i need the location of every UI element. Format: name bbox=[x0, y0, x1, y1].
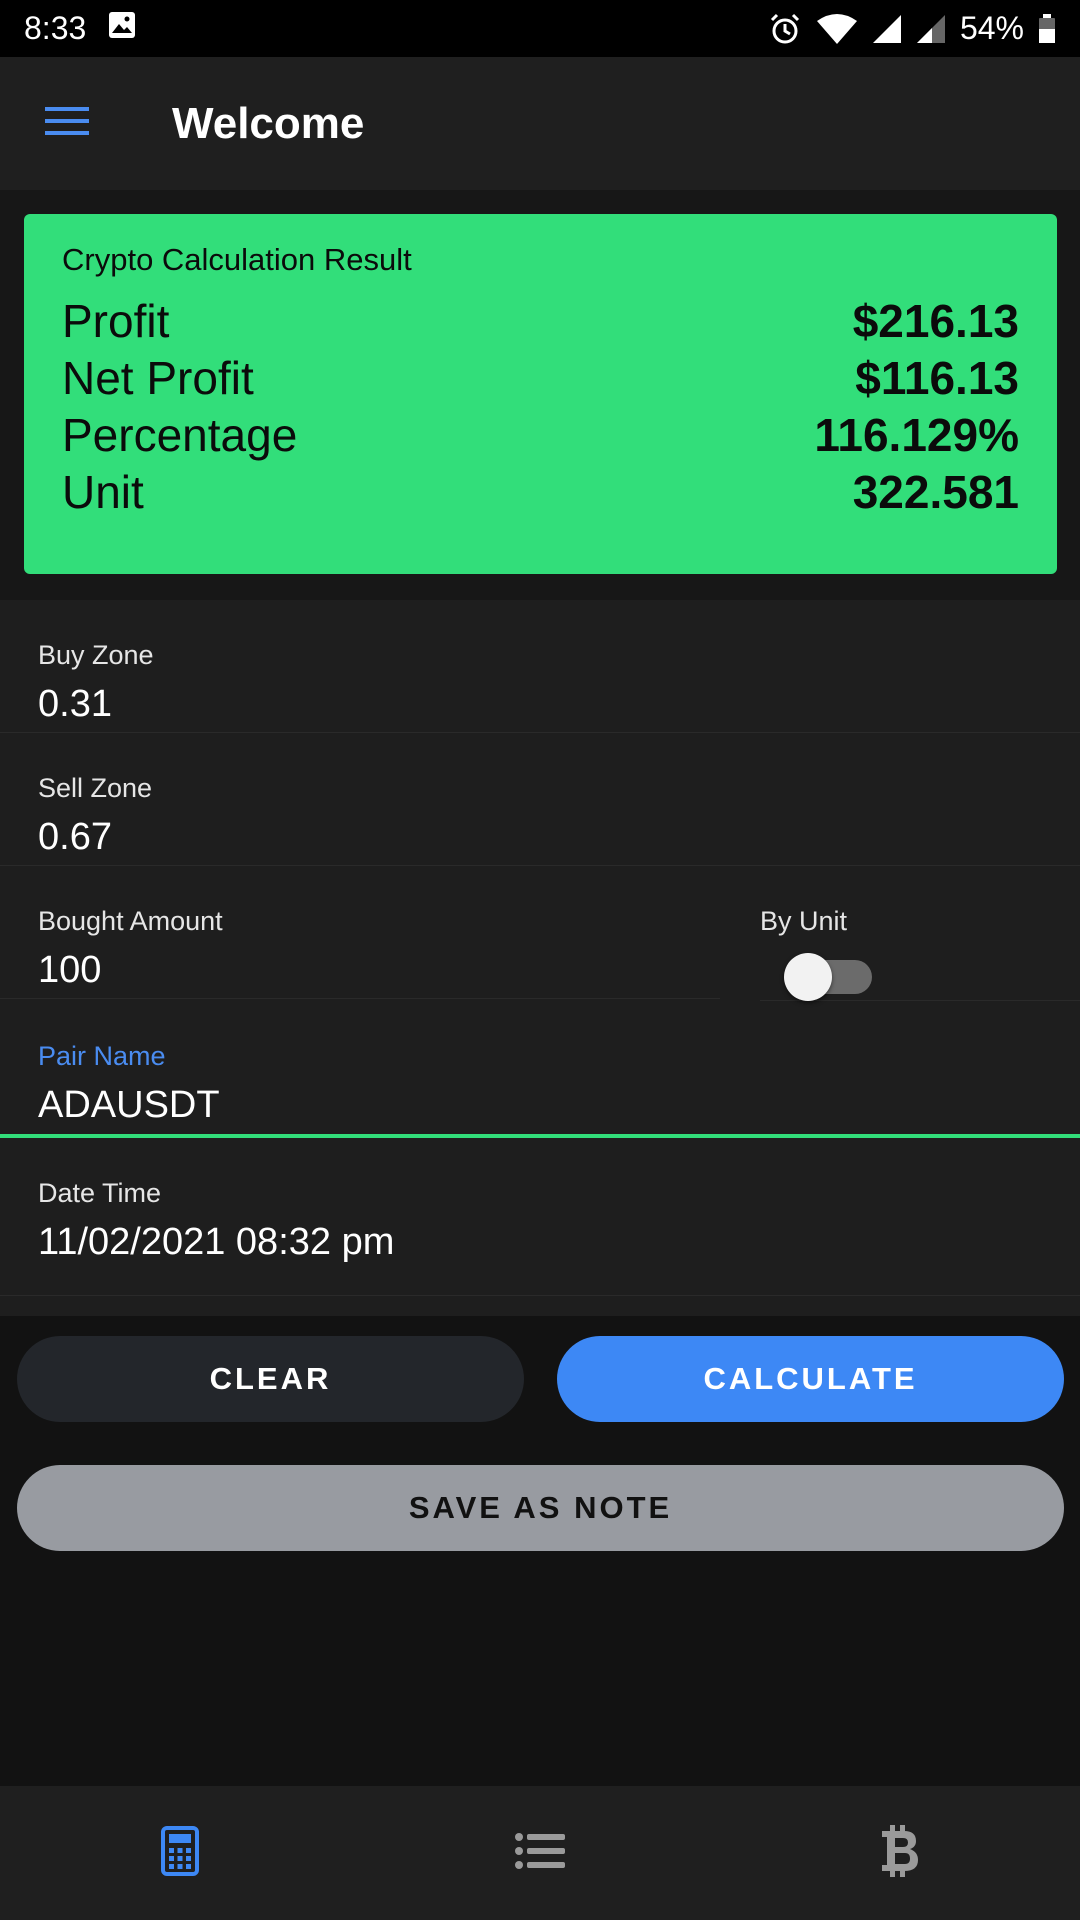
page-title: Welcome bbox=[172, 98, 365, 148]
buy-zone-input[interactable]: 0.31 bbox=[38, 683, 112, 725]
sell-zone-input[interactable]: 0.67 bbox=[38, 816, 112, 858]
sell-zone-field[interactable]: Sell Zone 0.67 bbox=[0, 733, 1080, 866]
result-label: Net Profit bbox=[62, 351, 254, 404]
result-value: 116.129% bbox=[814, 408, 1019, 461]
result-value: 322.581 bbox=[852, 465, 1019, 518]
toggle-knob bbox=[784, 953, 832, 1001]
action-area: CLEAR CALCULATE SAVE AS NOTE bbox=[0, 1316, 1080, 1786]
nav-notes-list[interactable] bbox=[360, 1786, 720, 1920]
result-value: $116.13 bbox=[855, 351, 1019, 404]
result-label: Profit bbox=[62, 294, 170, 347]
calculator-icon bbox=[161, 1825, 199, 1881]
result-label: Percentage bbox=[62, 408, 298, 461]
date-time-field[interactable]: Date Time 11/02/2021 08:32 pm bbox=[0, 1138, 1080, 1296]
result-row-profit: Profit $216.13 bbox=[62, 292, 1019, 349]
result-value: $216.13 bbox=[852, 294, 1019, 347]
alarm-icon bbox=[768, 12, 802, 46]
by-unit-control: By Unit bbox=[760, 866, 1080, 1001]
result-row-net-profit: Net Profit $116.13 bbox=[62, 349, 1019, 406]
date-time-label: Date Time bbox=[38, 1178, 162, 1208]
signal-weak-icon bbox=[916, 14, 946, 44]
app-bar: Welcome bbox=[0, 57, 1080, 190]
by-unit-toggle[interactable] bbox=[784, 953, 872, 1001]
pair-name-label: Pair Name bbox=[38, 1041, 166, 1071]
bought-amount-label: Bought Amount bbox=[38, 906, 223, 936]
result-card: Crypto Calculation Result Profit $216.13… bbox=[24, 214, 1057, 574]
bitcoin-icon bbox=[880, 1824, 920, 1882]
calculator-form: Buy Zone 0.31 Sell Zone 0.67 Bought Amou… bbox=[0, 600, 1080, 1316]
save-as-note-button[interactable]: SAVE AS NOTE bbox=[17, 1465, 1064, 1551]
date-time-input[interactable]: 11/02/2021 08:32 pm bbox=[38, 1221, 395, 1263]
bottom-nav bbox=[0, 1786, 1080, 1920]
clear-button[interactable]: CLEAR bbox=[17, 1336, 524, 1422]
buy-zone-field[interactable]: Buy Zone 0.31 bbox=[0, 600, 1080, 733]
nav-bitcoin[interactable] bbox=[720, 1786, 1080, 1920]
battery-icon bbox=[1038, 13, 1056, 44]
pair-name-input[interactable]: ADAUSDT bbox=[38, 1084, 220, 1126]
bought-amount-field[interactable]: Bought Amount 100 bbox=[0, 866, 720, 999]
by-unit-label: By Unit bbox=[760, 906, 848, 936]
image-icon bbox=[108, 10, 136, 47]
battery-level: 54% bbox=[959, 10, 1024, 46]
hamburger-menu-icon bbox=[45, 105, 89, 142]
calculate-button[interactable]: CALCULATE bbox=[557, 1336, 1064, 1422]
sell-zone-label: Sell Zone bbox=[38, 773, 153, 803]
result-heading: Crypto Calculation Result bbox=[62, 242, 412, 277]
status-bar: 8:33 54% bbox=[0, 0, 1080, 57]
bought-amount-input[interactable]: 100 bbox=[38, 949, 102, 991]
result-row-unit: Unit 322.581 bbox=[62, 463, 1019, 520]
nav-calculator[interactable] bbox=[0, 1786, 360, 1920]
buy-zone-label: Buy Zone bbox=[38, 640, 154, 670]
pair-name-field[interactable]: Pair Name ADAUSDT bbox=[0, 1001, 1080, 1138]
signal-icon bbox=[872, 14, 902, 44]
wifi-icon bbox=[816, 13, 858, 45]
result-section: Crypto Calculation Result Profit $216.13… bbox=[0, 190, 1080, 600]
result-label: Unit bbox=[62, 465, 144, 518]
list-icon bbox=[515, 1832, 565, 1874]
result-row-percentage: Percentage 116.129% bbox=[62, 406, 1019, 463]
menu-button[interactable] bbox=[0, 57, 140, 190]
status-time: 8:33 bbox=[24, 10, 87, 46]
